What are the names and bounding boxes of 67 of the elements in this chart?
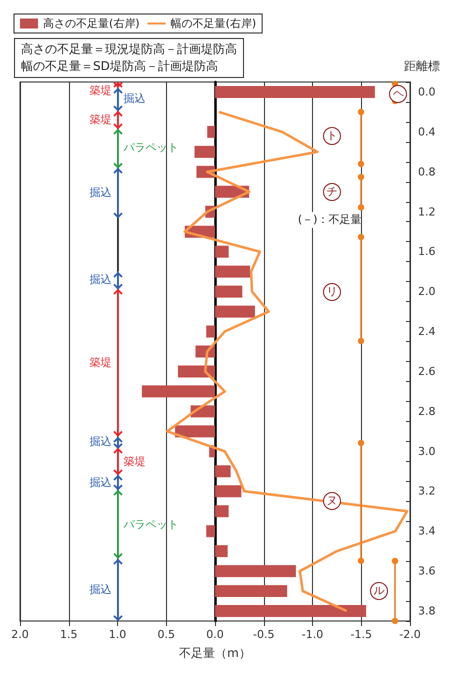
y-tick-label: 3.4	[418, 524, 436, 538]
text: 幅の不足量＝SD堤防高－計画堤防高	[21, 58, 219, 75]
bar	[215, 605, 366, 618]
y-axis-title: 距離標	[404, 59, 440, 73]
bar	[175, 425, 215, 438]
x-tick-label: 0.5	[158, 628, 175, 641]
text: 高さの不足量＝現況堤防高－計画堤防高	[21, 41, 237, 58]
y-tick-label: 2.0	[418, 285, 436, 298]
y-tick-label: 3.2	[418, 484, 436, 498]
bar	[215, 246, 229, 258]
annotation: 掘込	[124, 91, 146, 108]
y-tick-label: 3.0	[418, 444, 436, 458]
annotation: パラペット	[124, 516, 178, 533]
annotation: (－)：不足量	[298, 212, 362, 228]
bar	[194, 146, 215, 158]
y-tick-label: 3.8	[418, 604, 436, 618]
y-tick-label: 3.6	[418, 564, 436, 578]
annotation: 築堤	[90, 83, 112, 99]
annotation: 掘込	[90, 272, 112, 288]
bar	[142, 385, 215, 398]
bar	[178, 365, 215, 378]
x-tick-label: -1.5	[350, 628, 372, 641]
annotation: 築堤	[90, 112, 112, 128]
bar	[215, 306, 255, 318]
annotation: ト	[323, 126, 341, 145]
annotation: 築堤	[90, 354, 112, 371]
y-tick-label: 2.4	[418, 325, 436, 338]
y-tick-label: 0.8	[418, 165, 436, 178]
annotation: リ	[323, 282, 341, 301]
bar	[215, 505, 229, 518]
annotation: ヘ	[389, 84, 408, 103]
legend-label: 高さの不足量(右岸)	[43, 17, 140, 30]
y-tick-label: 2.6	[418, 364, 436, 378]
x-tick-label: -2.0	[399, 628, 421, 641]
annotation: 掘込	[90, 582, 112, 598]
x-tick-label: 1.5	[60, 628, 78, 641]
bar	[215, 86, 375, 98]
annotation: 掘込	[90, 185, 112, 202]
bar	[215, 465, 231, 478]
bar	[206, 326, 215, 338]
y-tick-label: 0.0	[418, 85, 436, 98]
x-tick-label: 2.0	[11, 628, 29, 641]
x-tick-label: 1.0	[108, 628, 126, 641]
bar	[207, 126, 215, 138]
x-tick-label: 0.0	[206, 628, 224, 641]
annotation: ヌ	[323, 492, 341, 510]
annotation: パラペット	[124, 140, 178, 156]
annotation: 掘込	[90, 434, 112, 450]
y-tick-label: 0.4	[418, 125, 436, 138]
legend-label: 幅の不足量(右岸)	[170, 17, 256, 30]
x-axis-title: 不足量（m）	[179, 646, 251, 660]
y-tick-label: 1.2	[418, 205, 436, 218]
bar	[215, 545, 228, 558]
x-tick-label: -0.5	[253, 628, 274, 641]
annotation: 掘込	[90, 474, 112, 491]
annotation: チ	[323, 182, 341, 201]
bar	[215, 266, 250, 278]
bar	[215, 485, 242, 498]
bar	[215, 286, 242, 298]
y-tick-label: 2.8	[418, 404, 436, 418]
bar	[215, 585, 288, 598]
bar	[215, 565, 296, 578]
bar	[206, 525, 215, 538]
annotation: 築堤	[124, 454, 146, 470]
y-tick-label: 1.6	[418, 245, 436, 258]
x-tick-label: -1.0	[302, 628, 324, 641]
annotation: ル	[370, 582, 388, 600]
